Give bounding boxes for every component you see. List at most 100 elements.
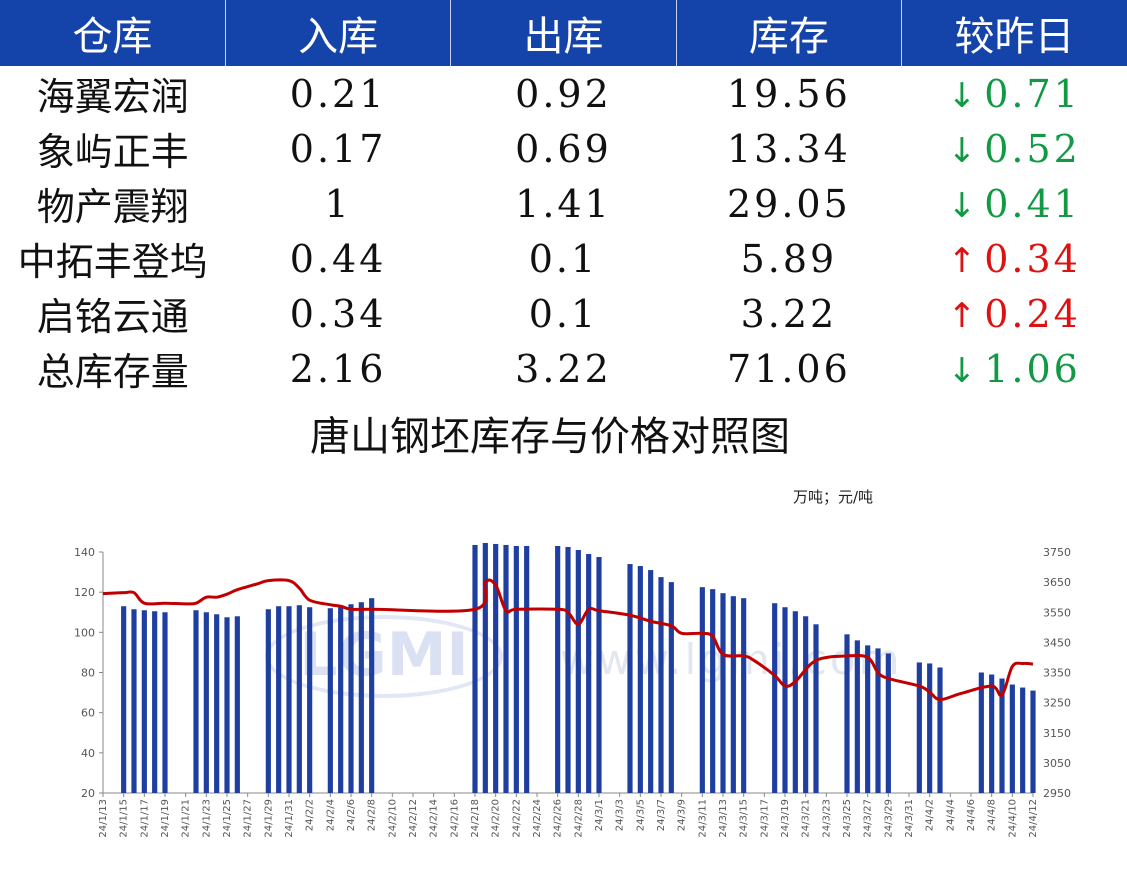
stock-bar (131, 609, 137, 793)
stock-value: 71.06 (726, 346, 851, 391)
chart-title: 唐山钢坯库存与价格对照图 (310, 414, 790, 460)
arrow-up-icon: ↑ (947, 240, 977, 281)
outbound-value: 0.1 (528, 291, 599, 336)
header-outbound: 出库 (450, 0, 677, 66)
inventory-table: 仓库 入库 出库 库存 较昨日 海翼宏润 0.21 0.92 19.56 ↓ 0.71 象屿… (0, 0, 1127, 396)
stock-bar (296, 605, 302, 793)
stock-bar (575, 549, 581, 793)
warehouse-name: 象屿正丰 (36, 130, 189, 174)
x-tick-label: 24/3/31 (904, 799, 915, 838)
stock-bar (224, 617, 230, 793)
change-cell: ↓ 1.06 (902, 341, 1127, 396)
stock-bar (555, 545, 561, 793)
inbound-value: 0.21 (289, 71, 387, 116)
change-value: 0.24 (984, 291, 1081, 336)
stock-bar (854, 640, 860, 793)
y-right-tick-label: 3250 (1043, 697, 1071, 710)
x-tick-label: 24/4/6 (966, 799, 977, 831)
x-tick-label: 24/1/21 (181, 799, 192, 838)
stock-bar (772, 603, 778, 793)
stock-bar (927, 663, 933, 793)
stock-bar (637, 566, 643, 793)
change-value: 0.41 (984, 181, 1081, 226)
change-cell: ↑ 0.24 (902, 286, 1127, 341)
x-tick-label: 24/4/12 (1028, 799, 1039, 838)
watermark-text: www.lgmi.com (560, 635, 903, 684)
x-tick-label: 24/2/20 (491, 799, 502, 838)
header-stock: 库存 (676, 0, 903, 66)
outbound-value: 0.69 (515, 126, 612, 171)
y-right-tick-label: 3650 (1043, 576, 1071, 589)
x-tick-label: 24/3/3 (615, 799, 626, 831)
table-row: 中拓丰登坞 0.44 0.1 5.89 ↑ 0.34 (0, 231, 1127, 286)
stock-bar (162, 612, 168, 793)
stock-bar (524, 545, 530, 793)
x-tick-label: 24/2/24 (532, 799, 543, 838)
y-left-tick-label: 40 (81, 747, 95, 760)
stock-value: 13.34 (726, 126, 851, 171)
stock-bar (730, 596, 736, 793)
x-tick-label: 24/1/13 (98, 799, 109, 838)
change-value: 0.34 (984, 236, 1081, 281)
change-cell: ↑ 0.34 (902, 231, 1127, 286)
x-tick-label: 24/2/10 (387, 799, 398, 838)
change-cell: ↓ 0.52 (902, 121, 1127, 176)
x-tick-label: 24/3/13 (718, 799, 729, 838)
table-header-row: 仓库 入库 出库 库存 较昨日 (0, 0, 1127, 66)
unit-label: 万吨；元/吨 (793, 488, 874, 506)
stock-bar (875, 648, 881, 793)
arrow-down-icon: ↓ (947, 130, 977, 171)
stock-bar (710, 589, 716, 793)
stock-bar (627, 564, 633, 793)
stock-value: 5.89 (740, 236, 838, 281)
warehouse-name: 中拓丰登坞 (17, 240, 208, 284)
stock-bar (1030, 690, 1036, 793)
stock-bar (937, 667, 943, 793)
x-tick-label: 24/1/19 (160, 799, 171, 838)
inbound-value: 0.34 (289, 291, 387, 336)
x-tick-label: 24/2/14 (429, 799, 440, 838)
x-tick-label: 24/2/4 (325, 799, 336, 831)
stock-bar (203, 612, 209, 793)
y-left-tick-label: 20 (81, 787, 95, 800)
x-tick-label: 24/3/21 (801, 799, 812, 838)
x-tick-label: 24/3/27 (863, 799, 874, 838)
stock-bar (648, 570, 654, 793)
stock-bar (1009, 684, 1015, 793)
inventory-price-chart: 20 40 60 80 100 120 140 2950 3050 3150 3250 3350 345… (74, 542, 1071, 838)
stock-bar (596, 557, 602, 793)
stock-bar (668, 582, 674, 793)
stock-bar (513, 545, 519, 793)
arrow-down-icon: ↓ (947, 185, 977, 226)
stock-bar (493, 543, 499, 793)
header-warehouse: 仓库 (0, 0, 226, 66)
stock-bar (472, 544, 478, 793)
y-right-tick-label: 3450 (1043, 636, 1071, 649)
y-right-tick-label: 3750 (1043, 546, 1071, 559)
stock-bar (699, 587, 705, 793)
change-cell: ↓ 0.41 (902, 176, 1127, 231)
stock-bar (1020, 687, 1026, 793)
stock-bar (813, 624, 819, 793)
stock-bar (782, 607, 788, 793)
stock-bar (803, 616, 809, 793)
stock-bar (999, 678, 1005, 793)
y-right-tick-label: 3550 (1043, 606, 1071, 619)
x-tick-label: 24/2/26 (553, 799, 564, 838)
stock-bar (844, 634, 850, 793)
inbound-value: 0.17 (289, 126, 387, 171)
stock-bar (792, 611, 798, 793)
x-tick-label: 24/3/29 (883, 799, 894, 838)
table-row: 物产震翔 1 1.41 29.05 ↓ 0.41 (0, 176, 1127, 231)
header-inbound: 入库 (225, 0, 452, 66)
outbound-value: 3.22 (515, 346, 612, 391)
stock-bar (865, 645, 871, 793)
x-tick-label: 24/3/17 (759, 799, 770, 838)
inbound-value: 0.44 (289, 236, 387, 281)
stock-bar (565, 546, 571, 793)
stock-bar (141, 610, 147, 793)
table-row: 海翼宏润 0.21 0.92 19.56 ↓ 0.71 (0, 66, 1127, 121)
outbound-value: 0.92 (515, 71, 612, 116)
y-right-tick-label: 2950 (1043, 787, 1071, 800)
stock-bar (658, 577, 664, 793)
